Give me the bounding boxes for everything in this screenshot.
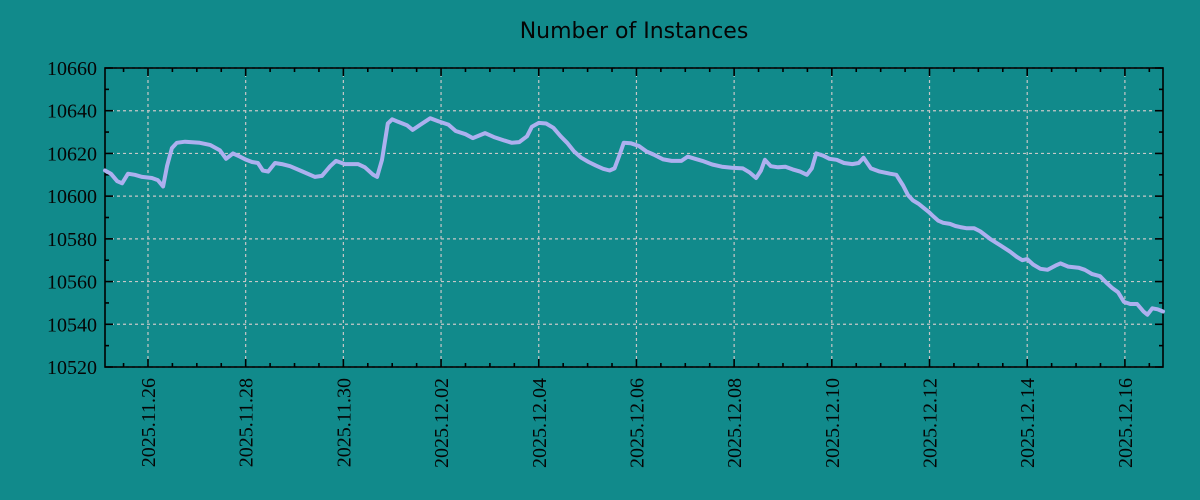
x-tick-label: 2025.11.28 xyxy=(236,378,258,467)
y-tick-label: 10520 xyxy=(47,357,97,379)
y-tick-label: 10580 xyxy=(47,229,97,251)
y-tick-label: 10660 xyxy=(47,58,97,80)
x-tick-label: 2025.12.04 xyxy=(529,378,551,468)
y-tick-label: 10620 xyxy=(47,143,97,165)
y-tick-label: 10540 xyxy=(47,314,97,336)
plot-frame xyxy=(104,67,1164,368)
x-tick-label: 2025.12.16 xyxy=(1115,378,1137,468)
x-tick-label: 2025.12.02 xyxy=(431,378,453,468)
x-tick-label: 2025.12.12 xyxy=(920,378,942,468)
x-tick-label: 2025.12.10 xyxy=(822,378,844,468)
x-tick-label: 2025.12.14 xyxy=(1017,378,1039,468)
x-tick-label: 2025.12.06 xyxy=(626,378,648,468)
y-tick-label: 10640 xyxy=(47,101,97,123)
chart-title: Number of Instances xyxy=(520,19,749,44)
y-axis-tick-labels: 10520 10540 10560 10580 10600 10620 10640 10660 xyxy=(47,58,97,379)
y-tick-label: 10560 xyxy=(47,272,97,294)
x-tick-label: 2025.11.26 xyxy=(138,378,160,467)
data-line-instances xyxy=(103,116,1165,317)
y-tick-label: 10600 xyxy=(47,186,97,208)
x-tick-label: 2025.12.08 xyxy=(724,378,746,468)
x-tick-label: 2025.11.30 xyxy=(333,378,355,467)
x-axis-tick-labels: 2025.11.26 2025.11.28 2025.11.30 2025.12.02… xyxy=(138,378,1137,468)
